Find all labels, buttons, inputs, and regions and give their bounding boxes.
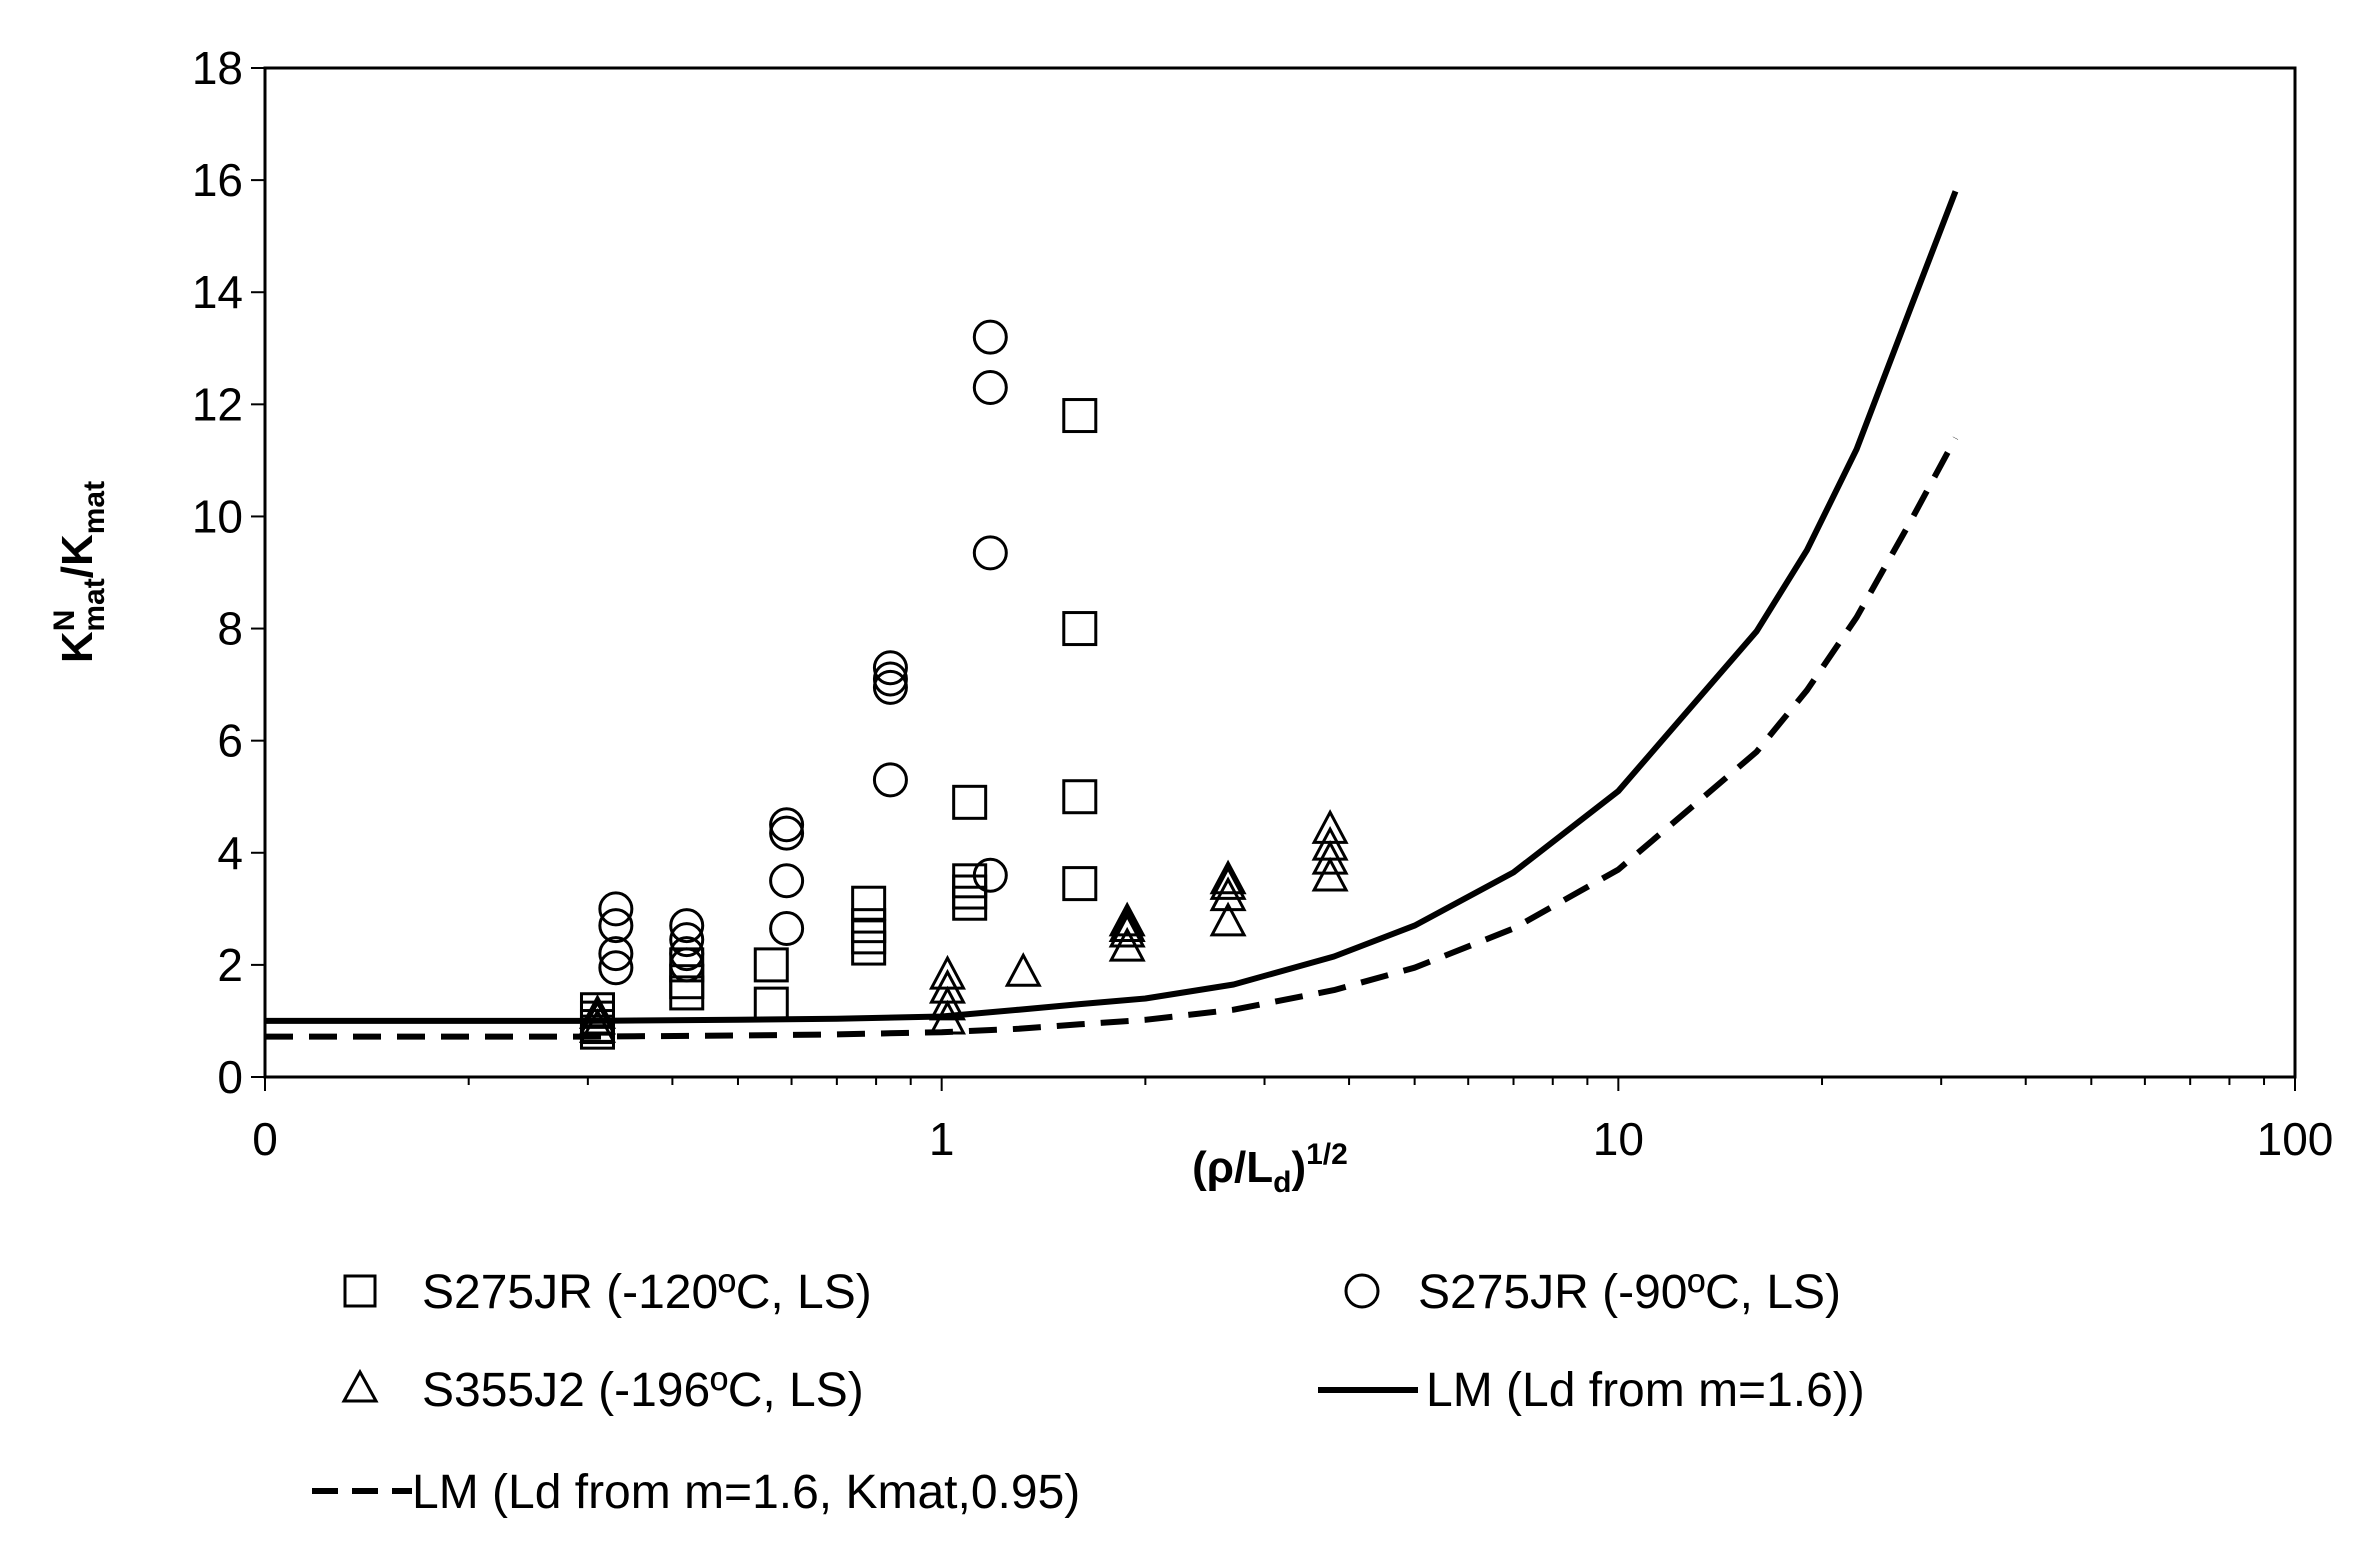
marker-circle [769, 863, 805, 899]
marker-square [1062, 398, 1098, 434]
marker-triangle [928, 954, 966, 990]
x-axis-title: (ρ/Ld)1/2 [1192, 1138, 1348, 1199]
marker-triangle [1311, 825, 1349, 861]
marker-circle [669, 947, 705, 983]
marker-square [753, 947, 789, 983]
marker-square [851, 885, 887, 921]
marker-triangle [578, 994, 616, 1029]
legend-triangle-icon [341, 1368, 379, 1403]
marker-triangle [1311, 809, 1349, 844]
marker-triangle [1209, 901, 1247, 937]
marker-circle [598, 936, 634, 972]
x-tick-label: 100 [2257, 1113, 2334, 1165]
x-tick-label: 0 [252, 1113, 278, 1165]
marker-circle [598, 950, 634, 986]
legend-label-lm: LM (Ld from m=1.6)) [1426, 1364, 1865, 1417]
y-tick-label: 12 [192, 378, 243, 430]
marker-square [851, 919, 887, 955]
marker-circle [872, 661, 908, 697]
marker-square [1062, 866, 1098, 902]
marker-square [753, 986, 789, 1022]
marker-square [952, 863, 988, 899]
y-tick-label: 2 [217, 939, 243, 991]
y-tick-label: 14 [192, 266, 243, 318]
x-tick-label: 10 [1593, 1113, 1644, 1165]
marker-square [952, 885, 988, 921]
y-tick-label: 18 [192, 42, 243, 94]
x-tick-label: 1 [929, 1113, 955, 1165]
marker-triangle [1108, 901, 1146, 937]
legend-label-s275jr-120: S275JR (-120ºC, LS) [422, 1266, 872, 1319]
y-tick-label: 16 [192, 154, 243, 206]
marker-square [851, 930, 887, 966]
marker-circle [972, 535, 1008, 571]
marker-circle [972, 319, 1008, 355]
marker-circle [872, 650, 908, 686]
x-axis-ticks: 0 1 10 100 [252, 1077, 2333, 1165]
marker-circle [669, 936, 705, 972]
marker-triangle [1004, 952, 1042, 987]
marker-triangle [1209, 876, 1247, 912]
marker-circle [769, 807, 805, 843]
marker-square [952, 874, 988, 910]
marker-circle [598, 891, 634, 927]
marker-circle [769, 815, 805, 851]
y-axis-ticks: 0 2 4 6 8 10 12 14 16 18 [192, 42, 265, 1103]
marker-square [1062, 779, 1098, 815]
marker-circle [972, 370, 1008, 406]
marker-triangle [1209, 865, 1247, 900]
legend-label-s275jr-90: S275JR (-90ºC, LS) [1418, 1266, 1841, 1319]
y-tick-label: 10 [192, 490, 243, 542]
marker-triangle [1209, 859, 1247, 895]
legend-label-lm-kmat: LM (Ld from m=1.6, Kmat,0.95) [412, 1466, 1080, 1519]
series-markers [578, 319, 1349, 1050]
marker-circle [598, 908, 634, 944]
marker-square [952, 784, 988, 820]
marker-triangle [1108, 912, 1146, 948]
marker-triangle [928, 985, 966, 1021]
marker-square [851, 908, 887, 944]
y-tick-label: 0 [217, 1051, 243, 1103]
plot-area [263, 66, 2297, 1079]
marker-circle [669, 908, 705, 944]
marker-triangle [1108, 907, 1146, 942]
y-tick-label: 8 [217, 603, 243, 655]
marker-triangle [1311, 856, 1349, 892]
y-tick-label: 4 [217, 827, 243, 879]
series-lines [265, 190, 1959, 1040]
legend-square-icon [343, 1274, 377, 1308]
marker-circle [872, 669, 908, 705]
marker-triangle [578, 999, 616, 1035]
marker-square [1062, 611, 1098, 647]
marker-circle [972, 857, 1008, 893]
y-tick-label: 6 [217, 715, 243, 767]
marker-square [579, 992, 615, 1028]
legend-label-s355j2: S355J2 (-196ºC, LS) [422, 1364, 864, 1417]
series-line-lm-kmat [265, 436, 1959, 1040]
legend: S275JR (-120ºC, LS) S275JR (-90ºC, LS) S… [312, 1266, 1865, 1519]
marker-circle [769, 910, 805, 946]
marker-circle [669, 922, 705, 958]
y-axis-title: KNmat/Kmat [48, 481, 111, 663]
series-line-lm [265, 190, 1959, 1024]
legend-circle-icon [1344, 1273, 1380, 1309]
marker-circle [872, 762, 908, 798]
